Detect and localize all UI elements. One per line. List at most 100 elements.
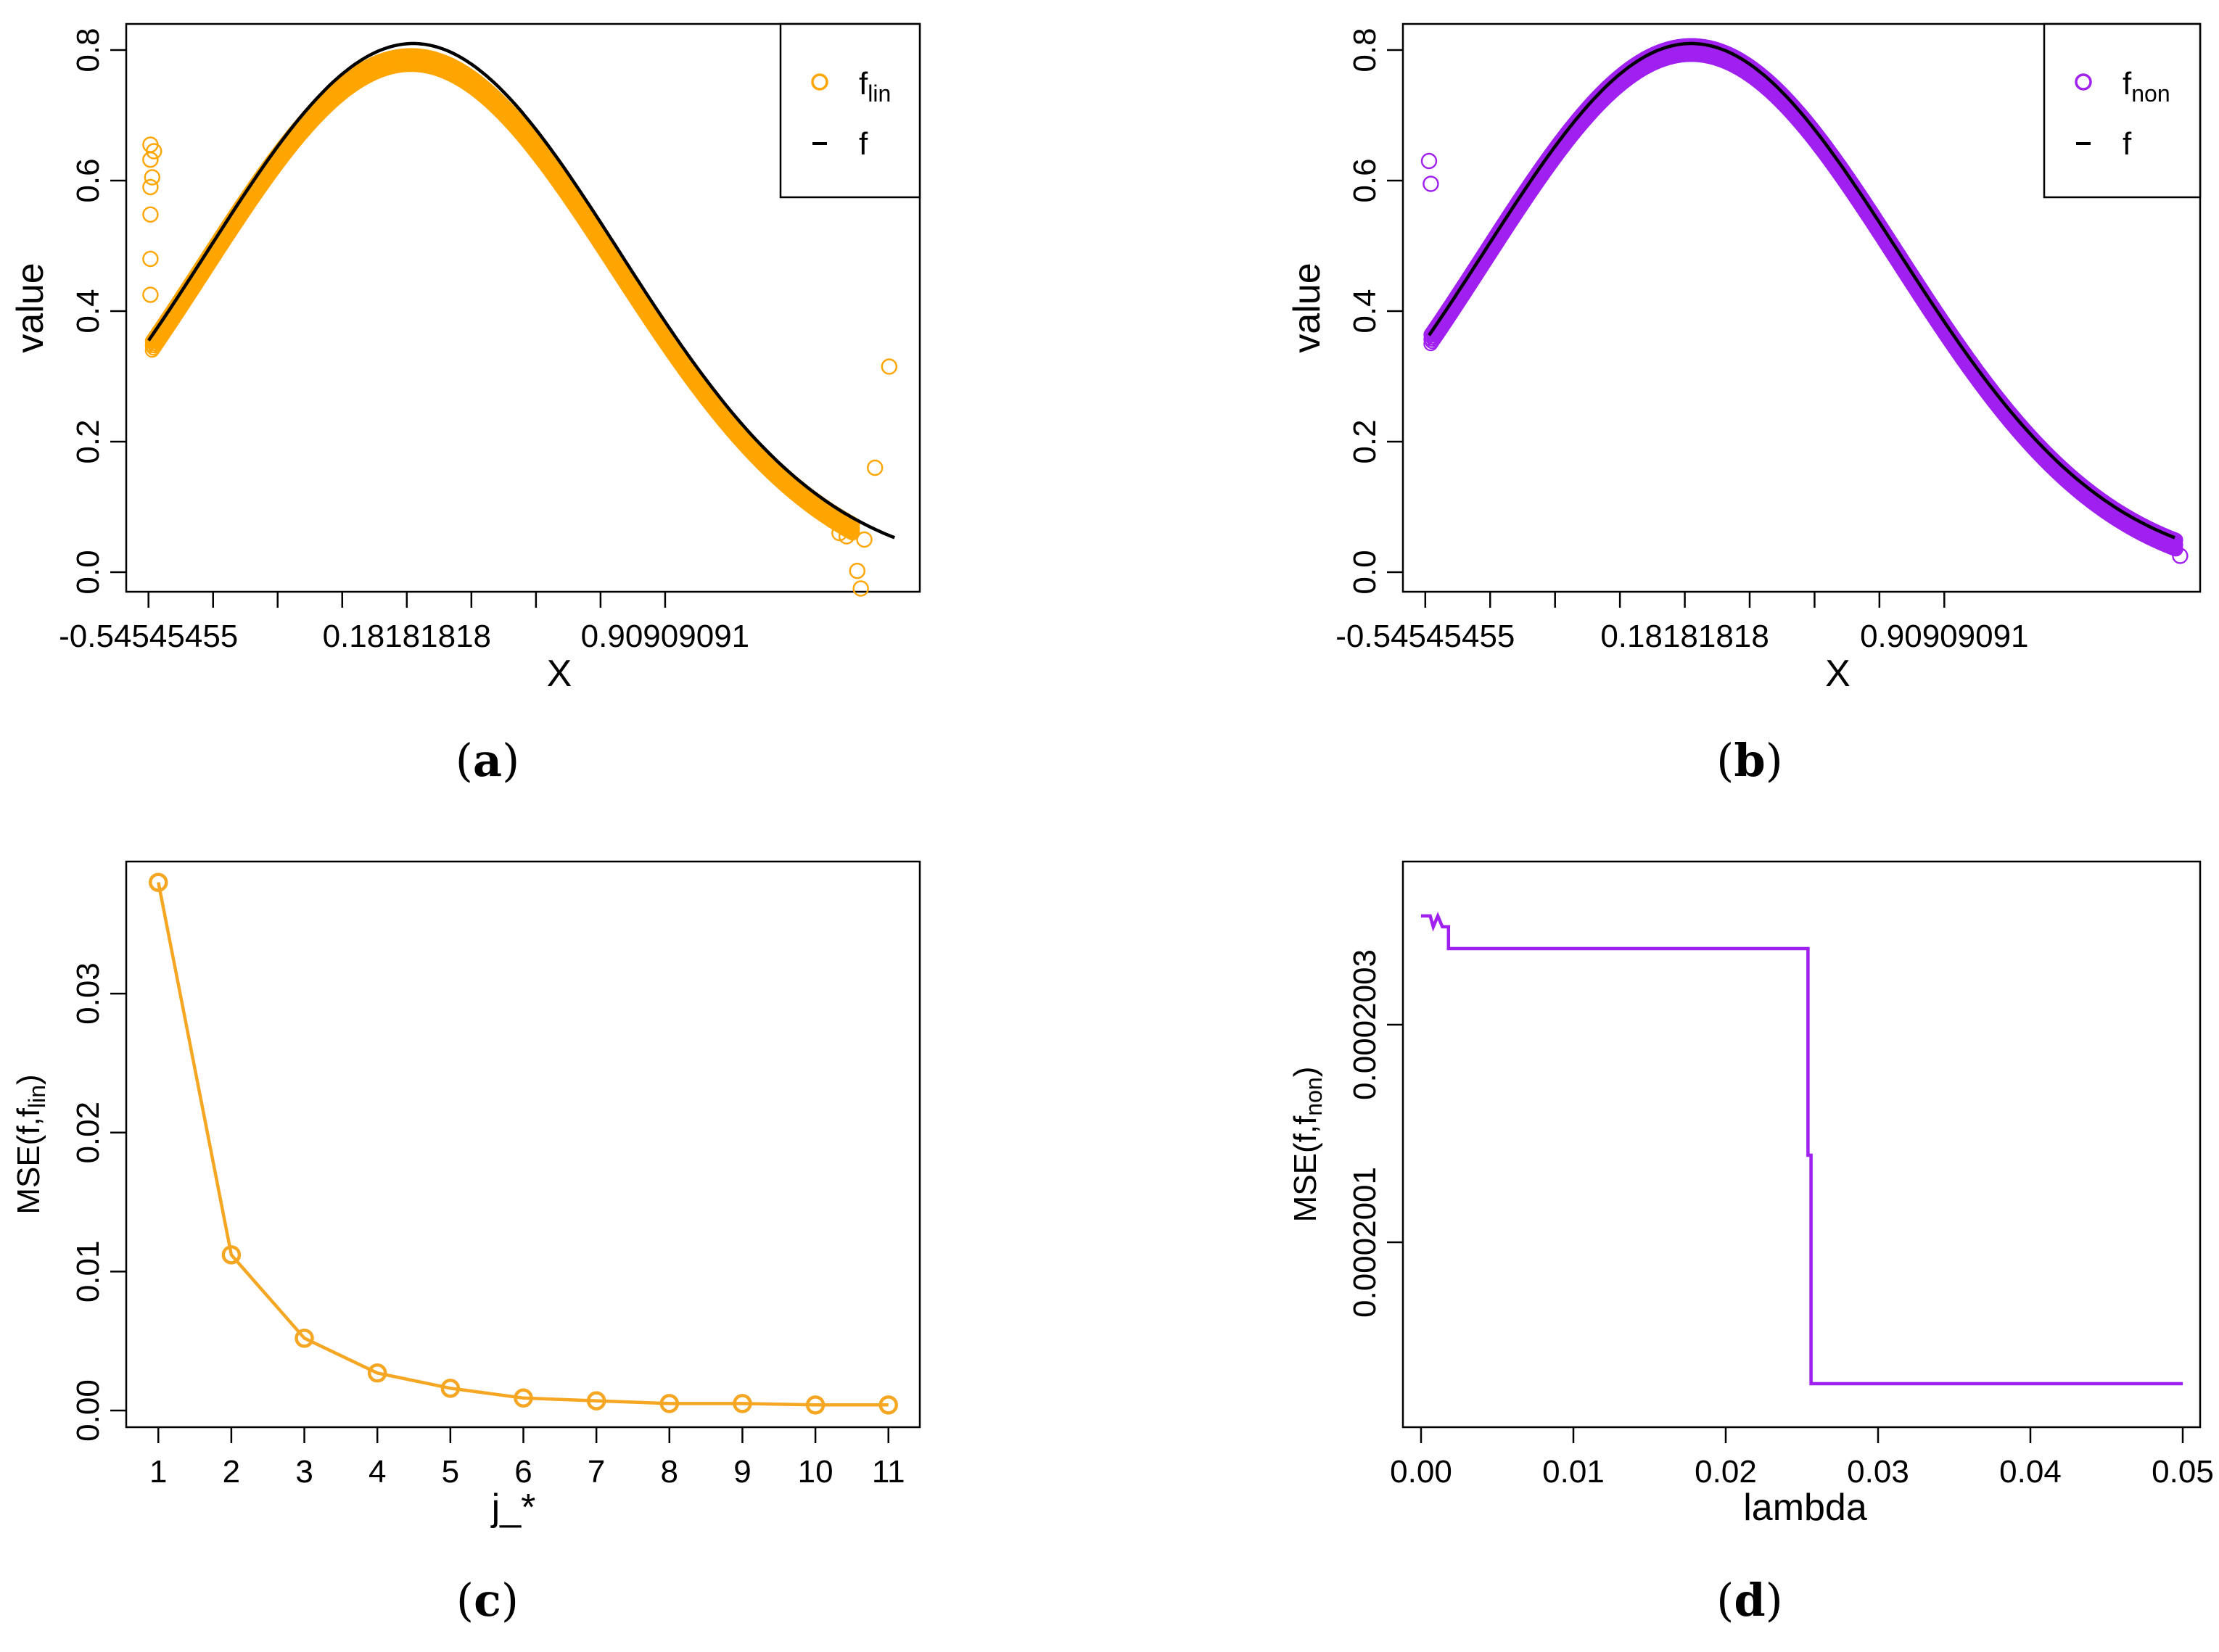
x-tick-label: -0.54545455: [59, 619, 238, 654]
y-axis-label: MSE(f,flin): [11, 1074, 50, 1214]
legend-label: f: [859, 126, 868, 162]
data-point-outlier: [1423, 175, 1439, 192]
caption-letter: a: [473, 734, 502, 787]
panel-c: 1 2 3 4 5 6 7 8 9 10 11 j_* 0.00 0.01 0.02 0.03 MSE(f,fl…: [11, 860, 921, 1529]
data-point-outlier: [867, 459, 884, 476]
y-tick-label: 0.2: [1347, 419, 1383, 463]
x-tick-label: 10: [798, 1454, 833, 1490]
data-point-outlier: [849, 563, 865, 579]
x-axis-label: j_*: [490, 1487, 536, 1529]
caption-text: (c): [456, 1574, 519, 1627]
legend-label: fnon: [2123, 66, 2170, 107]
y-tick-label: 0.4: [70, 289, 106, 333]
y-tick-label: 0.2: [70, 419, 106, 463]
x-tick-label: 0.90909091: [1860, 619, 2028, 654]
x-axis-label: X: [1825, 653, 1850, 695]
x-tick-label: 0.18181818: [1600, 619, 1769, 654]
y-axis-label-main: value: [9, 263, 52, 352]
x-tick-label: 3: [295, 1454, 313, 1490]
caption-close-paren: ): [1766, 1574, 1783, 1627]
mse-point: [514, 1388, 533, 1408]
legend-marker-circle: [2075, 73, 2092, 91]
mse-point: [659, 1394, 680, 1413]
x-axis-label: lambda: [1743, 1487, 1867, 1529]
caption-letter: c: [474, 1574, 501, 1627]
legend-label-sub: lin: [868, 80, 891, 107]
panel-a-caption: (a): [456, 734, 520, 787]
plot-frame: [1401, 860, 2202, 1429]
mse-point: [221, 1245, 242, 1265]
legend-label-main: f: [859, 126, 868, 162]
y-tick-label: 0.02: [70, 1102, 106, 1164]
y-axis-label-main: MSE(f,f: [11, 1107, 46, 1214]
y-axis-label-end: ): [11, 1074, 46, 1085]
data-point-outlier: [142, 206, 159, 223]
x-tick-label: 0.18181818: [323, 619, 491, 654]
y-axis-label-main: MSE(f,f: [1288, 1115, 1323, 1222]
mse-point: [586, 1391, 606, 1411]
x-tick-label: 4: [369, 1454, 386, 1490]
data-point-outlier: [2172, 548, 2189, 564]
panel-b: -0.54545455 0.18181818 0.90909091 X 0.0 0.2 0.…: [1286, 22, 2202, 695]
panel-b-caption: (b): [1716, 734, 1783, 787]
y-axis-label: MSE(f,fnon): [1288, 1067, 1327, 1223]
data-point-outlier: [881, 358, 898, 375]
data-point-outlier: [142, 250, 159, 268]
legend-label: f: [2123, 126, 2132, 162]
data-point-outlier: [856, 531, 873, 548]
panel-c-caption: (c): [456, 1574, 519, 1627]
mse-point: [733, 1394, 752, 1413]
y-axis-label-main: value: [1286, 263, 1328, 352]
plot-frame: [125, 22, 921, 593]
mse-point: [367, 1363, 387, 1383]
x-tick-label: 0.01: [1542, 1454, 1605, 1490]
y-tick-label: 0.6: [1347, 158, 1383, 202]
y-tick-label: 0.03: [70, 962, 106, 1025]
legend-box: [2043, 22, 2202, 199]
x-tick-label: 0.00: [1390, 1454, 1452, 1490]
y-tick-label: 0.8: [1347, 28, 1383, 72]
y-tick-label: 0.0002001: [1347, 1167, 1383, 1318]
legend-label: flin: [859, 66, 891, 107]
x-tick-label: 0.02: [1695, 1454, 1757, 1490]
caption-letter: b: [1734, 734, 1765, 787]
x-tick-label: 0.90909091: [581, 619, 749, 654]
y-tick-label: 0.6: [70, 158, 106, 202]
panel-d-caption: (d): [1716, 1574, 1783, 1627]
y-tick-label: 0.01: [70, 1241, 106, 1303]
x-tick-label: 0.03: [1847, 1454, 1909, 1490]
caption-letter: d: [1734, 1574, 1765, 1627]
panel-d: 0.00 0.01 0.02 0.03 0.04 0.05 lambda 0.0002001 0…: [1288, 860, 2214, 1529]
mse-point: [295, 1329, 314, 1348]
mse-point: [878, 1395, 898, 1415]
mse-point: [805, 1395, 826, 1415]
y-axis-label-sub: lin: [24, 1085, 50, 1108]
x-tick-label: 1: [149, 1454, 167, 1490]
x-axis-label: X: [547, 653, 572, 695]
caption-close-paren: ): [1766, 734, 1783, 787]
plot-frame: [1401, 22, 2202, 593]
data-point-outlier: [841, 521, 859, 538]
true-function-line: [147, 41, 896, 540]
x-tick-label: 2: [223, 1454, 240, 1490]
y-tick-label: 0.0: [1347, 550, 1383, 594]
x-tick-label: -0.54545455: [1335, 619, 1515, 654]
x-tick-label: 8: [661, 1454, 678, 1490]
data-point: [2168, 532, 2183, 548]
caption-open-paren: (: [1716, 734, 1734, 787]
caption-close-paren: ): [501, 1574, 519, 1627]
x-tick-label: 6: [514, 1454, 532, 1490]
y-tick-label: 0.4: [1347, 289, 1383, 333]
caption-close-paren: ): [502, 734, 519, 787]
caption-text: (d): [1716, 1574, 1783, 1627]
x-tick-label: 0.05: [2152, 1454, 2214, 1490]
data-point-outlier: [1420, 152, 1438, 170]
x-tick-label: 7: [588, 1454, 605, 1490]
caption-open-paren: (: [1716, 1574, 1734, 1627]
y-tick-label: 0.0: [70, 550, 106, 594]
plot-frame: [125, 860, 921, 1429]
y-tick-label: 0.8: [70, 28, 106, 72]
x-tick-label: 5: [442, 1454, 459, 1490]
y-axis-label: value: [1286, 263, 1328, 352]
